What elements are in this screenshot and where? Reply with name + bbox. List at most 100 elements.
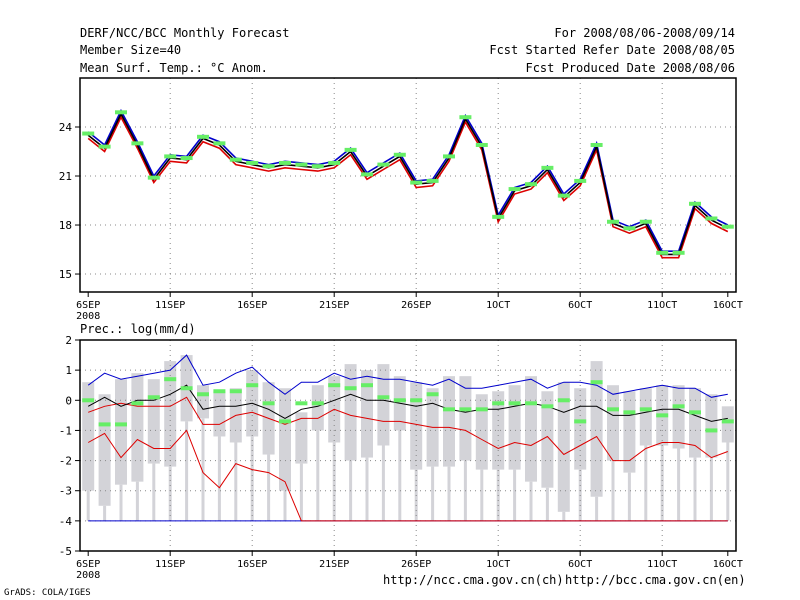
x-tick-label: 11SEP	[155, 300, 185, 311]
forecast-marker	[115, 422, 127, 427]
x-tick-label: 11OCT	[647, 559, 677, 570]
x-tick-label: 16OCT	[713, 559, 743, 570]
spread-whisker	[103, 505, 107, 521]
y-tick-label: -4	[59, 515, 73, 528]
y-tick-label: -5	[59, 545, 72, 558]
x-tick-label: 26SEP	[401, 300, 431, 311]
x-tick-label: 1OCT	[486, 559, 510, 570]
spread-box	[361, 370, 373, 458]
forecast-marker	[426, 392, 439, 397]
spread-whisker	[299, 463, 303, 521]
spread-box	[639, 388, 652, 446]
forecast-marker	[311, 401, 324, 406]
x-tick-label: 26SEP	[401, 559, 431, 570]
spread-box	[557, 382, 570, 512]
y-tick-label: 15	[59, 268, 72, 281]
spread-box	[443, 376, 455, 467]
spread-box	[377, 364, 390, 446]
forecast-marker	[475, 142, 488, 147]
spread-box	[164, 361, 177, 467]
forecast-marker	[607, 219, 619, 224]
forecast-marker	[639, 219, 652, 224]
spread-box	[279, 388, 291, 491]
bcc-url: http://bcc.cma.gov.cn(en)	[565, 573, 746, 587]
forecast-marker	[689, 201, 701, 206]
forecast-marker	[246, 383, 259, 388]
spread-whisker	[611, 460, 615, 521]
forecast-marker	[344, 147, 357, 152]
spread-box	[721, 406, 734, 443]
x-tick-label: 21SEP	[319, 300, 349, 311]
spread-whisker	[709, 457, 713, 521]
spread-whisker	[283, 490, 287, 521]
series-line-mean	[87, 112, 729, 256]
forecast-marker	[623, 226, 636, 231]
forecast-marker	[229, 157, 242, 162]
forecast-marker	[377, 162, 390, 167]
x-tick-label: 6SEP	[76, 559, 100, 570]
spread-whisker	[381, 445, 385, 521]
forecast-marker	[393, 398, 406, 403]
spread-whisker	[677, 448, 681, 521]
forecast-marker	[229, 389, 242, 394]
forecast-marker	[279, 419, 291, 424]
forecast-marker	[115, 110, 127, 115]
forecast-marker	[492, 401, 505, 406]
y-tick-label: 1	[65, 364, 72, 377]
spread-box	[574, 388, 587, 470]
forecast-marker	[705, 428, 718, 433]
forecast-marker	[557, 193, 570, 198]
spread-whisker	[332, 442, 336, 521]
forecast-marker	[574, 419, 587, 424]
forecast-marker	[410, 180, 423, 185]
y-tick-label: 18	[59, 219, 72, 232]
forecast-marker	[361, 172, 373, 177]
spread-whisker	[447, 466, 451, 521]
forecast-marker	[147, 175, 160, 180]
forecast-marker	[361, 383, 373, 388]
forecast-marker	[246, 160, 259, 165]
spread-box	[213, 391, 226, 437]
forecast-started-label: Fcst Started Refer Date 2008/08/05	[489, 43, 735, 57]
spread-whisker	[86, 490, 90, 521]
spread-box	[607, 385, 619, 461]
spread-box	[672, 385, 685, 449]
spread-box	[147, 379, 160, 464]
spread-box	[115, 379, 127, 485]
y-tick-label: 0	[65, 394, 72, 407]
plot-frame	[79, 339, 737, 552]
spread-whisker	[595, 496, 599, 521]
forecast-marker	[672, 404, 685, 409]
forecast-marker	[459, 115, 472, 120]
forecast-marker	[541, 404, 554, 409]
forecast-marker	[656, 413, 669, 418]
spread-box	[705, 394, 718, 458]
spread-whisker	[168, 466, 172, 521]
spread-whisker	[135, 481, 139, 521]
series-line-upper	[87, 108, 729, 252]
x-tick-label: 16SEP	[237, 300, 267, 311]
forecast-marker	[590, 142, 603, 147]
forecast-produced-label: Fcst Produced Date 2008/08/06	[525, 61, 735, 75]
forecast-marker	[525, 182, 537, 187]
forecast-marker	[131, 141, 144, 146]
spread-box	[689, 388, 701, 458]
spread-whisker	[365, 457, 369, 521]
forecast-marker	[459, 407, 472, 412]
spread-whisker	[660, 445, 664, 521]
spread-whisker	[217, 436, 221, 521]
spread-box	[311, 385, 324, 431]
series-line-lower	[87, 429, 728, 522]
forecast-marker	[344, 386, 357, 391]
spread-whisker	[185, 421, 189, 521]
y-tick-label: -1	[59, 424, 72, 437]
forecast-marker	[705, 216, 718, 221]
forecast-marker	[98, 422, 111, 427]
forecast-marker	[82, 131, 95, 136]
spread-box	[295, 412, 308, 464]
forecast-marker	[147, 395, 160, 400]
prec-panel: Prec.: log(mm/d)-5-4-3-2-10126SEP200811S…	[59, 322, 743, 581]
spread-box	[590, 361, 603, 497]
